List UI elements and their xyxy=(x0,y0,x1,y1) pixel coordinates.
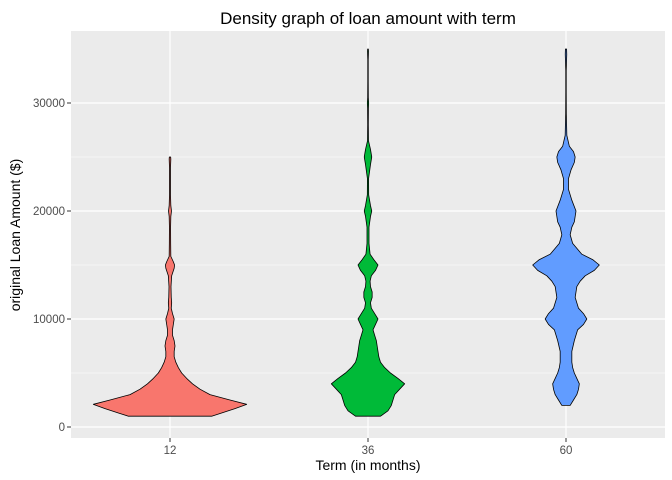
violins xyxy=(92,48,600,417)
violin-12 xyxy=(92,156,248,417)
y-tick-label: 20000 xyxy=(33,206,65,218)
y-axis-title: original Loan Amount ($) xyxy=(7,159,23,312)
x-tick-label: 36 xyxy=(362,445,375,457)
y-axis: 0 10000 20000 30000 xyxy=(33,98,71,434)
violin-60 xyxy=(532,48,600,406)
x-tick-label: 60 xyxy=(560,445,573,457)
y-tick-label: 10000 xyxy=(33,314,65,326)
violin-36 xyxy=(330,48,406,417)
x-axis: 12 36 60 xyxy=(164,438,573,457)
x-axis-title: Term (in months) xyxy=(315,457,420,473)
y-tick-label: 30000 xyxy=(33,98,65,110)
chart-title: Density graph of loan amount with term xyxy=(220,9,516,28)
x-tick-label: 12 xyxy=(164,445,177,457)
y-tick-label: 0 xyxy=(59,422,65,434)
